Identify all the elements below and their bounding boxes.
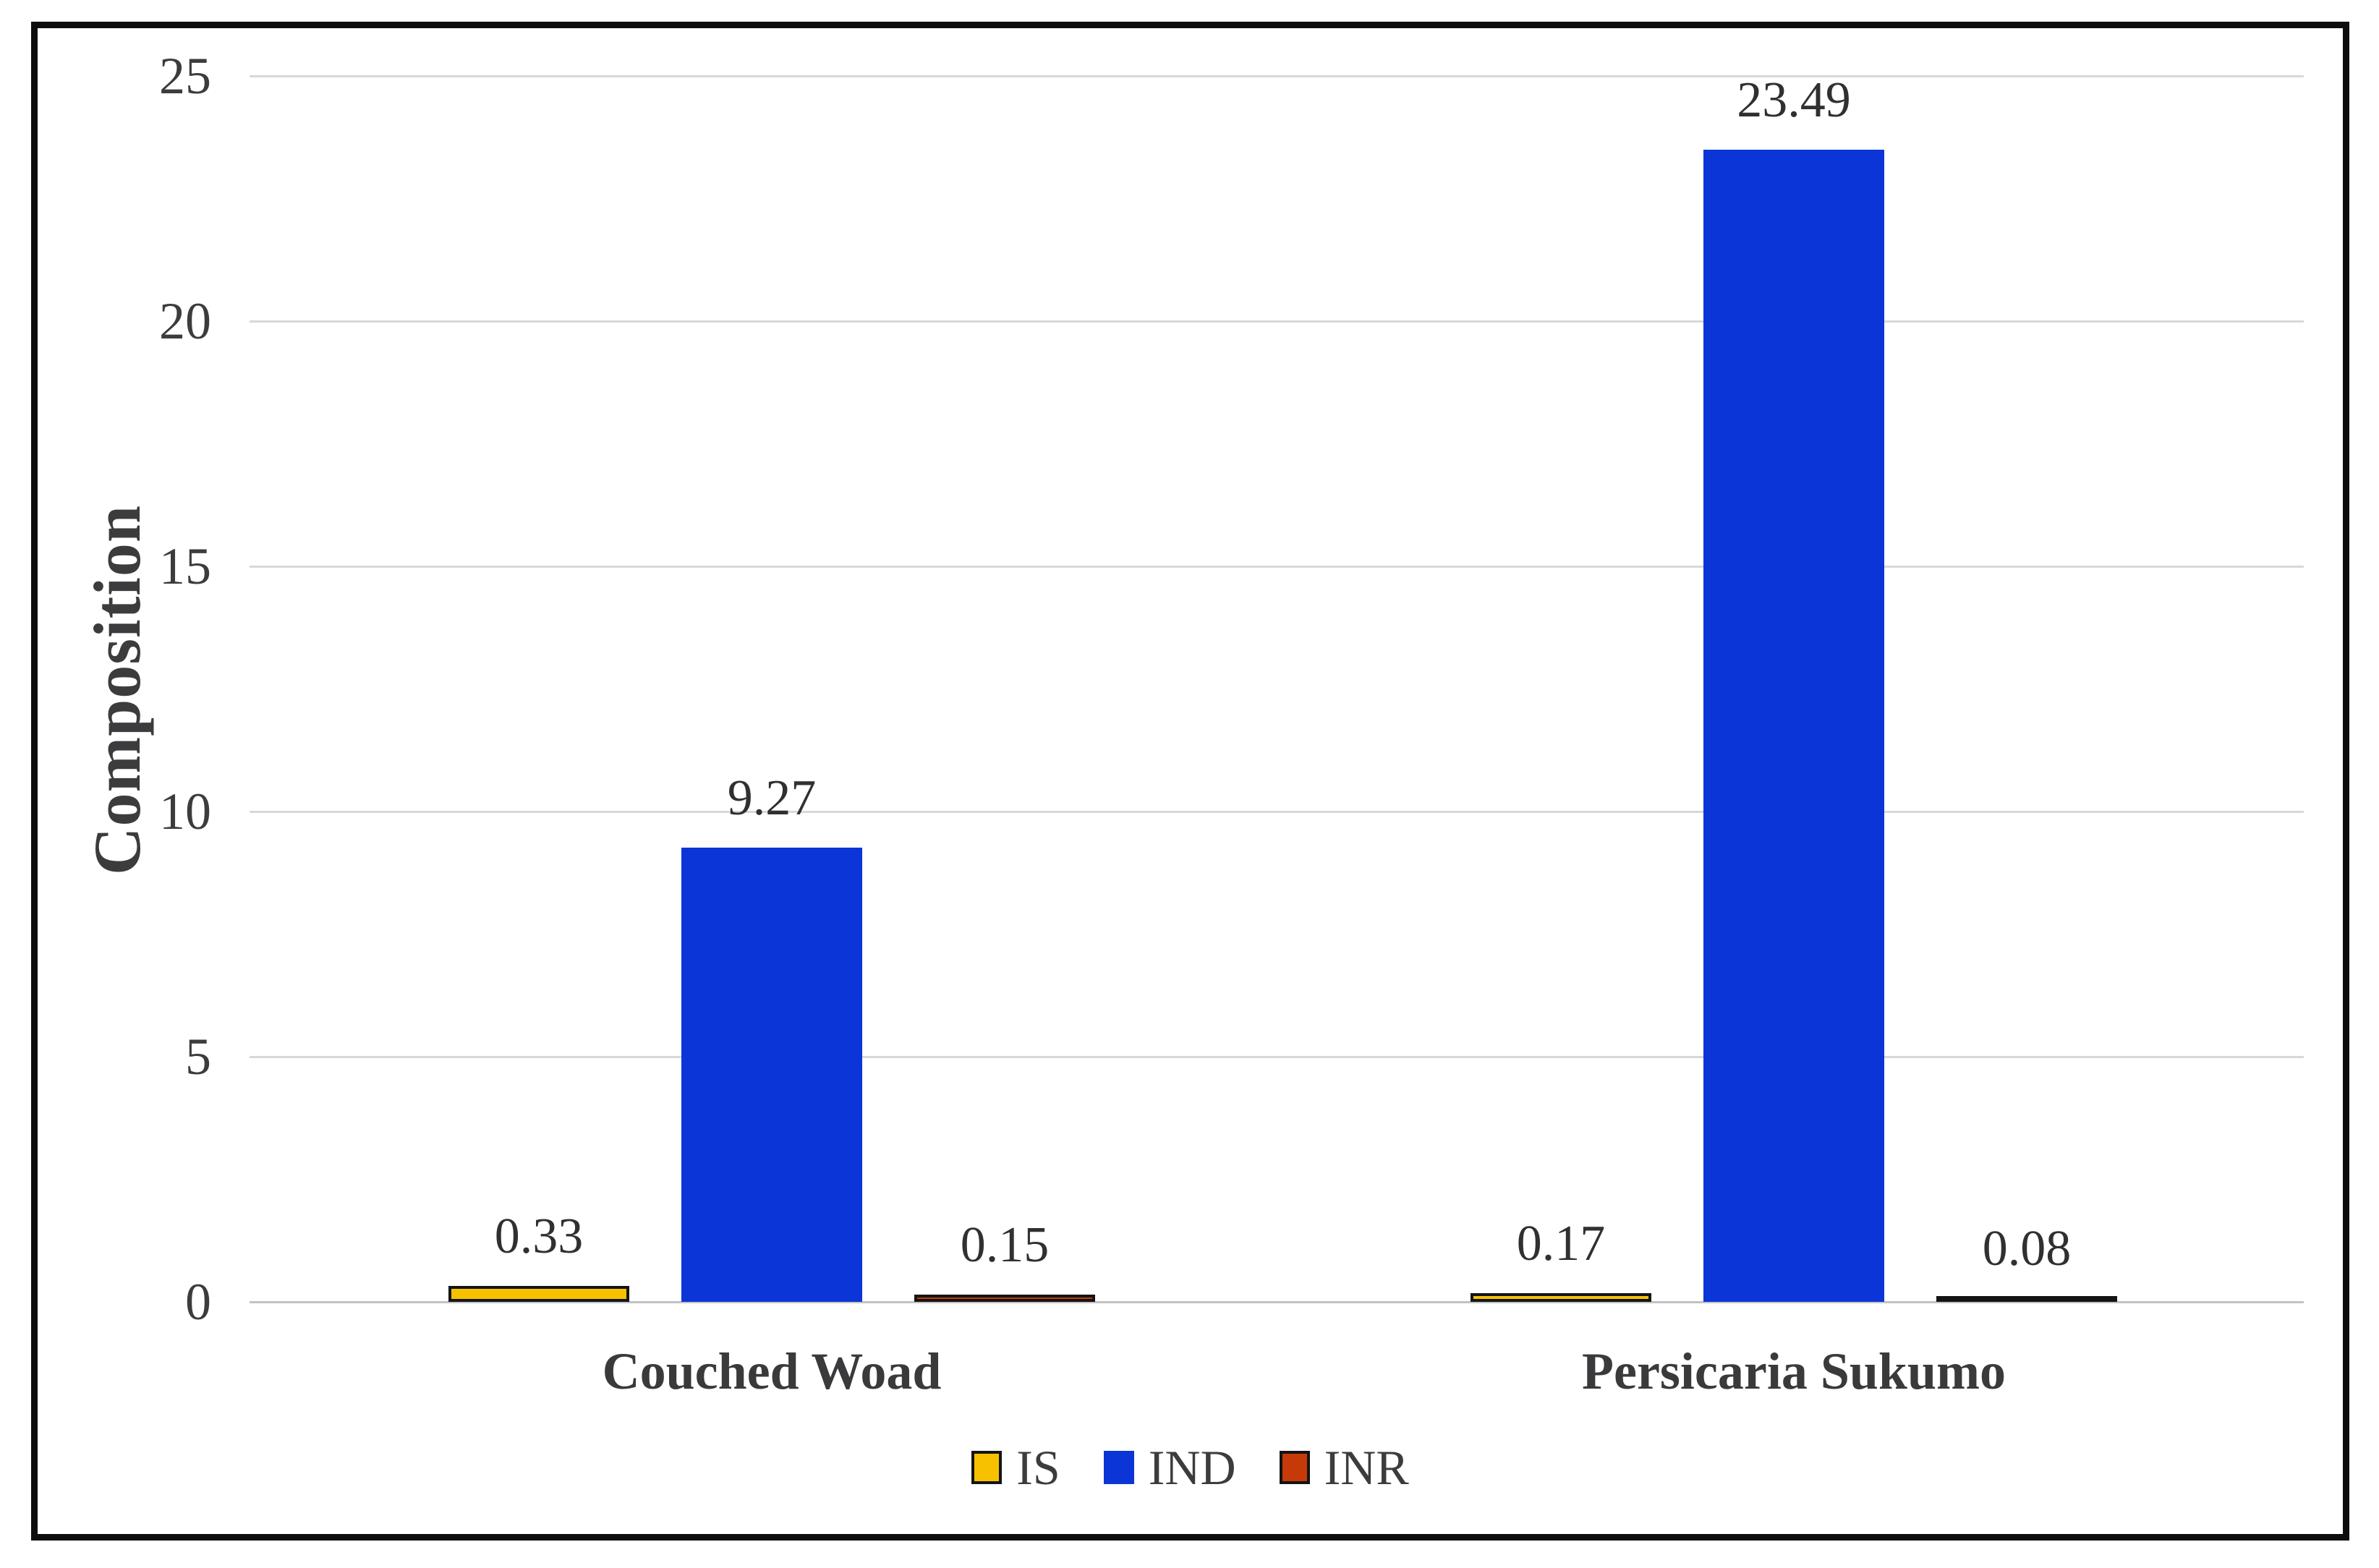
gridline-20 bbox=[250, 320, 2304, 323]
gridline-5 bbox=[250, 1055, 2304, 1058]
legend-label-inr: INR bbox=[1324, 1440, 1409, 1495]
legend-swatch-inr-icon bbox=[1279, 1451, 1310, 1484]
legend-item-inr: INR bbox=[1279, 1440, 1409, 1495]
data-label-inr-0: 0.15 bbox=[960, 1217, 1050, 1273]
y-tick-label-5: 5 bbox=[185, 1028, 211, 1086]
data-label-is-0: 0.33 bbox=[494, 1208, 584, 1264]
legend-item-is: IS bbox=[971, 1443, 1060, 1492]
data-label-is-1: 0.17 bbox=[1516, 1216, 1606, 1272]
bar-inr-1 bbox=[1936, 1296, 2117, 1302]
bar-is-0 bbox=[448, 1285, 629, 1302]
bar-ind-0 bbox=[681, 847, 862, 1302]
bar-inr-0 bbox=[914, 1294, 1095, 1302]
legend-swatch-is-icon bbox=[971, 1451, 1003, 1484]
gridline-10 bbox=[250, 810, 2304, 813]
gridline-25 bbox=[250, 74, 2304, 77]
gridline-0 bbox=[250, 1300, 2304, 1303]
legend-swatch-ind-icon bbox=[1103, 1451, 1134, 1484]
y-tick-label-25: 25 bbox=[159, 47, 211, 105]
gridline-15 bbox=[250, 565, 2304, 568]
chart-frame: Composition 0.33 9.27 0.15 0.17 23.49 0.08 IS… bbox=[31, 22, 2349, 1541]
bar-ind-1 bbox=[1703, 150, 1884, 1302]
plot-area: 0.33 9.27 0.15 0.17 23.49 0.08 bbox=[250, 72, 2304, 1303]
category-label-0: Couched Woad bbox=[602, 1342, 942, 1400]
y-tick-label-20: 20 bbox=[159, 292, 211, 350]
data-label-ind-1: 23.49 bbox=[1737, 72, 1851, 129]
legend-item-ind: IND bbox=[1103, 1440, 1236, 1495]
legend-label-is: IS bbox=[1016, 1440, 1060, 1495]
category-label-1: Persicaria Sukumo bbox=[1582, 1342, 2006, 1400]
legend-label-ind: IND bbox=[1148, 1440, 1236, 1495]
bar-is-1 bbox=[1471, 1293, 1651, 1302]
y-tick-label-10: 10 bbox=[159, 783, 211, 840]
data-label-inr-1: 0.08 bbox=[1982, 1220, 2072, 1277]
y-tick-label-15: 15 bbox=[159, 537, 211, 595]
legend: IS IND INR bbox=[38, 1443, 2343, 1492]
data-label-ind-0: 9.27 bbox=[727, 770, 817, 826]
y-tick-label-0: 0 bbox=[185, 1273, 211, 1331]
